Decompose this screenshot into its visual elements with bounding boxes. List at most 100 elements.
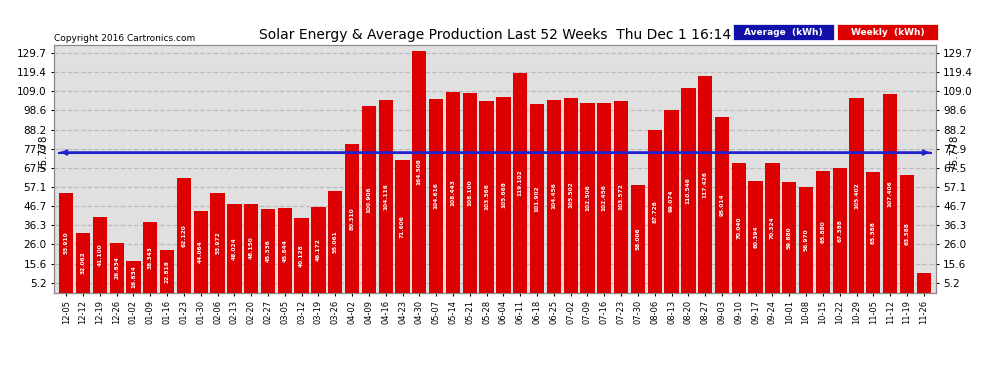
Bar [345, 144, 359, 292]
Text: 103.572: 103.572 [619, 183, 624, 210]
Bar [748, 181, 762, 292]
Text: 55.061: 55.061 [333, 230, 338, 253]
Text: 59.880: 59.880 [787, 226, 792, 249]
Bar [563, 98, 578, 292]
Text: 105.402: 105.402 [854, 182, 859, 209]
Text: 60.394: 60.394 [753, 225, 758, 248]
Text: 53.972: 53.972 [215, 231, 220, 254]
Text: 65.880: 65.880 [821, 220, 826, 243]
FancyBboxPatch shape [837, 24, 939, 40]
Text: 104.116: 104.116 [383, 183, 388, 210]
Text: 108.443: 108.443 [450, 179, 455, 206]
Text: 75.778: 75.778 [948, 134, 958, 171]
Text: 87.726: 87.726 [652, 200, 657, 223]
Text: 22.818: 22.818 [164, 260, 169, 283]
Text: 107.406: 107.406 [888, 180, 893, 207]
Text: 104.616: 104.616 [434, 183, 439, 209]
Text: 95.014: 95.014 [720, 194, 725, 216]
Text: 45.844: 45.844 [282, 239, 287, 262]
Bar [664, 110, 679, 292]
Bar [395, 160, 410, 292]
Text: 103.566: 103.566 [484, 183, 489, 210]
Bar [177, 178, 191, 292]
Text: 26.834: 26.834 [114, 256, 119, 279]
Bar [765, 163, 779, 292]
Text: 71.606: 71.606 [400, 215, 405, 238]
Bar [412, 51, 427, 292]
Bar [160, 251, 174, 292]
Text: 38.343: 38.343 [148, 246, 152, 268]
Title: Solar Energy & Average Production Last 52 Weeks  Thu Dec 1 16:14: Solar Energy & Average Production Last 5… [259, 28, 731, 42]
Text: Weekly  (kWh): Weekly (kWh) [850, 27, 925, 36]
Text: 99.074: 99.074 [669, 190, 674, 212]
Text: 101.902: 101.902 [535, 185, 540, 212]
Bar [429, 99, 444, 292]
Bar [361, 106, 376, 292]
Text: 100.906: 100.906 [366, 186, 371, 213]
Bar [833, 168, 846, 292]
Bar [294, 218, 309, 292]
Bar [462, 93, 477, 292]
Bar [681, 88, 696, 292]
Bar [328, 191, 343, 292]
Bar [530, 104, 544, 292]
Text: 105.668: 105.668 [501, 182, 506, 209]
Text: 58.006: 58.006 [636, 228, 641, 250]
Bar [76, 233, 90, 292]
Bar [211, 193, 225, 292]
Bar [647, 130, 662, 292]
Text: 75.778: 75.778 [38, 134, 48, 171]
Bar [732, 163, 745, 292]
Bar [580, 103, 595, 292]
Bar [631, 185, 645, 292]
Bar [228, 204, 242, 292]
Bar [260, 209, 275, 292]
Text: 105.502: 105.502 [568, 182, 573, 209]
Text: 16.834: 16.834 [131, 266, 136, 288]
Bar [93, 217, 107, 292]
Text: Copyright 2016 Cartronics.com: Copyright 2016 Cartronics.com [54, 33, 196, 42]
Text: 44.064: 44.064 [198, 240, 203, 263]
Bar [311, 207, 326, 292]
Bar [194, 211, 208, 292]
Text: 110.546: 110.546 [686, 177, 691, 204]
Text: 41.100: 41.100 [97, 243, 102, 266]
Text: 48.150: 48.150 [248, 237, 253, 260]
Text: 32.062: 32.062 [80, 252, 85, 274]
Bar [59, 193, 73, 292]
Text: 102.456: 102.456 [602, 184, 607, 211]
Bar [144, 222, 157, 292]
FancyBboxPatch shape [733, 24, 835, 40]
Bar [127, 261, 141, 292]
Text: 65.388: 65.388 [871, 220, 876, 243]
Bar [479, 101, 494, 292]
Bar [883, 94, 897, 292]
Bar [378, 100, 393, 292]
Text: 117.426: 117.426 [703, 171, 708, 198]
Bar [614, 101, 629, 292]
Text: 70.040: 70.040 [737, 217, 742, 239]
Text: 164.508: 164.508 [417, 158, 422, 185]
Bar [446, 92, 460, 292]
Text: 119.102: 119.102 [518, 169, 523, 196]
Bar [715, 117, 730, 292]
Bar [513, 72, 528, 292]
Text: 70.324: 70.324 [770, 216, 775, 239]
Text: 48.024: 48.024 [232, 237, 237, 260]
Bar [816, 171, 830, 292]
Bar [277, 208, 292, 292]
Text: 63.388: 63.388 [905, 222, 910, 245]
Bar [698, 76, 713, 292]
Bar [496, 98, 511, 292]
Bar [110, 243, 124, 292]
Text: 56.970: 56.970 [804, 229, 809, 251]
Bar [866, 172, 880, 292]
Bar [799, 187, 813, 292]
Bar [245, 204, 258, 292]
Bar [782, 182, 796, 292]
Text: 53.910: 53.910 [63, 231, 68, 254]
Bar [900, 176, 914, 292]
Bar [597, 103, 612, 292]
Text: 102.506: 102.506 [585, 184, 590, 211]
Text: Average  (kWh): Average (kWh) [744, 27, 823, 36]
